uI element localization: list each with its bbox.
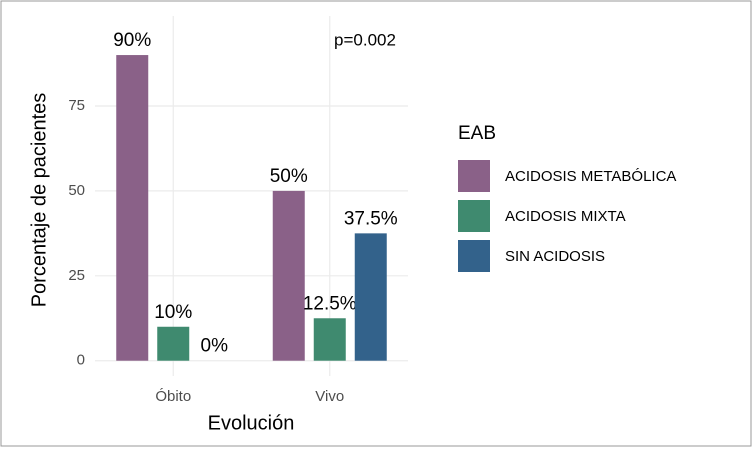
legend-title: EAB [458,123,496,144]
x-tick-label: Óbito [155,388,191,405]
data-label: 10% [154,302,192,323]
y-axis-title: Porcentaje de pacientes [28,93,50,308]
y-tick-label: 0 [77,352,85,369]
bar [313,318,346,361]
data-label: 12.5% [303,293,357,314]
legend-swatch [458,240,490,272]
y-tick-label: 25 [68,267,85,284]
data-label: 90% [113,30,151,51]
legend-swatch [458,160,490,192]
legend-label: ACIDOSIS METABÓLICA [505,168,676,185]
annotation: p=0.002 [334,30,396,49]
legend-label: SIN ACIDOSIS [505,248,605,265]
bar [272,190,305,361]
bar [116,55,149,361]
data-label: 50% [270,166,308,187]
x-axis-title: Evolución [208,412,295,434]
y-tick-label: 75 [68,97,85,114]
x-tick-label: Vivo [315,388,344,405]
legend-swatch [458,200,490,232]
data-label: 0% [201,336,229,357]
bar [157,326,190,361]
legend-label: ACIDOSIS MIXTA [505,208,626,225]
data-label: 37.5% [344,208,398,229]
bar [354,233,387,361]
y-tick-label: 50 [68,182,85,199]
